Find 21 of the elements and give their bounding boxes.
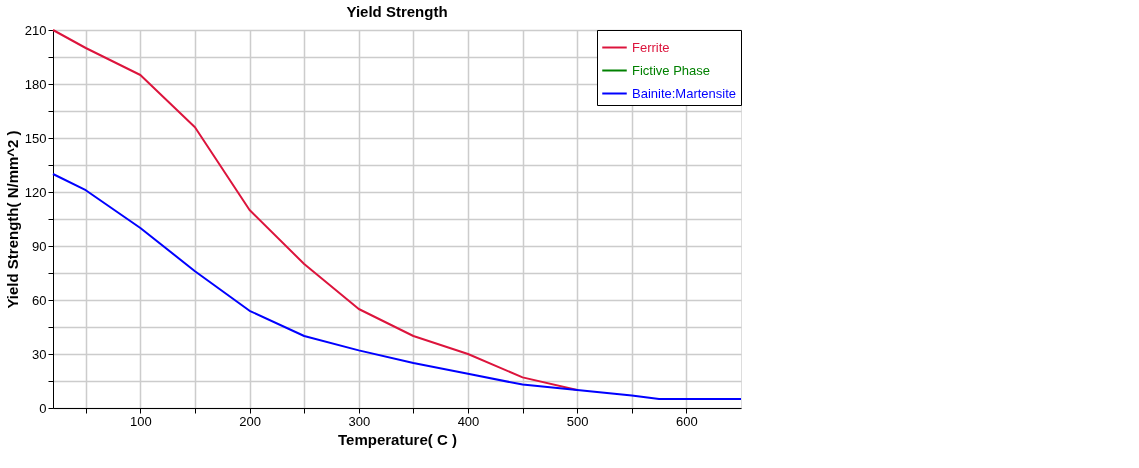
- y-tick-label: 180: [24, 76, 47, 92]
- x-tick-label: 300: [348, 413, 371, 429]
- x-tick-label: 200: [239, 413, 261, 429]
- x-tick-label: 500: [566, 413, 589, 429]
- y-tick-label: 60: [32, 292, 47, 308]
- x-tick-label: 100: [130, 413, 152, 429]
- legend-label: Bainite:Martensite: [632, 85, 737, 101]
- y-tick-label: 150: [24, 130, 47, 146]
- chart-title: Yield Strength: [346, 3, 448, 20]
- y-tick-label: 120: [24, 184, 47, 200]
- x-tick-label: 400: [457, 413, 480, 429]
- x-axis-title: Temperature( C ): [338, 430, 457, 448]
- legend-label: Ferrite: [632, 39, 670, 55]
- y-tick-label: 210: [24, 22, 47, 38]
- y-axis-title: Yield Strength( N/mm^2 ): [3, 130, 21, 309]
- y-tick-label: 30: [32, 346, 47, 362]
- x-tick-label: 600: [676, 413, 698, 429]
- y-tick-label: 90: [32, 238, 47, 254]
- line-series: [52, 173, 742, 400]
- y-tick-label: 0: [39, 400, 47, 416]
- legend-label: Fictive Phase: [632, 62, 711, 78]
